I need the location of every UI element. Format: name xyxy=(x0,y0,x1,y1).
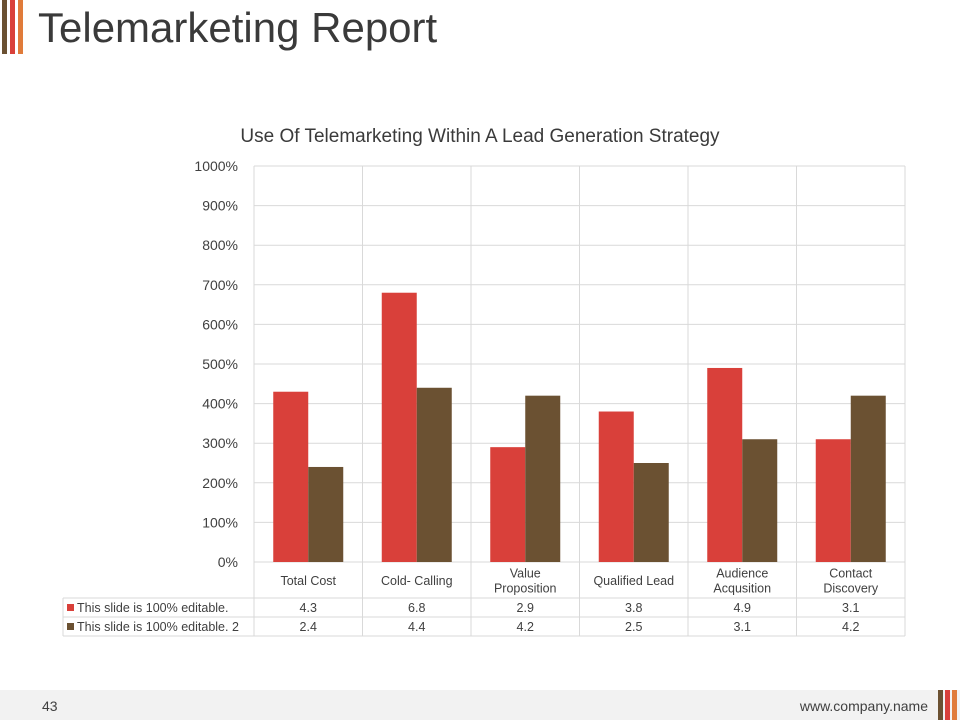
bar-2-3 xyxy=(525,395,561,562)
table-value: 4.2 xyxy=(842,620,859,634)
accent-bar-red xyxy=(10,0,15,54)
table-value: 4.4 xyxy=(408,620,425,634)
table-value: 3.1 xyxy=(734,620,751,634)
y-tick-label: 900% xyxy=(202,198,238,214)
legend-key-1 xyxy=(67,604,74,611)
title-accent-bars xyxy=(0,0,30,54)
y-tick-label: 500% xyxy=(202,356,238,372)
y-tick-label: 700% xyxy=(202,277,238,293)
bar-2-2 xyxy=(416,387,452,562)
footer-bar-red xyxy=(945,690,950,720)
y-tick-label: 100% xyxy=(202,514,238,530)
bar-1-4 xyxy=(598,411,634,562)
x-category-label: Total Cost xyxy=(280,574,336,588)
x-category-label: Contact Discovery xyxy=(823,567,879,596)
bar-1-6 xyxy=(815,439,851,562)
footer-bar xyxy=(0,690,960,720)
table-value: 2.5 xyxy=(625,620,642,634)
website-link[interactable]: www.company.name xyxy=(799,698,928,714)
table-value: 4.2 xyxy=(517,620,534,634)
bar-2-5 xyxy=(742,439,778,562)
bar-2-1 xyxy=(308,466,344,562)
footer-bar-brown xyxy=(938,690,943,720)
table-value: 2.9 xyxy=(517,601,534,615)
y-tick-label: 1000% xyxy=(194,158,238,174)
x-category-label: Qualified Lead xyxy=(593,574,674,588)
table-value: 4.9 xyxy=(734,601,751,615)
footer-accent-bars xyxy=(936,690,960,720)
bar-2-6 xyxy=(850,395,886,562)
chart-title: Use Of Telemarketing Within A Lead Gener… xyxy=(240,126,720,147)
bar-1-1 xyxy=(273,391,309,562)
accent-bar-orange xyxy=(18,0,23,54)
table-value: 2.4 xyxy=(300,620,317,634)
accent-bar-brown xyxy=(2,0,7,54)
page-number: 43 xyxy=(42,698,58,714)
table-value: 3.8 xyxy=(625,601,642,615)
y-tick-label: 400% xyxy=(202,396,238,412)
bar-2-4 xyxy=(633,463,669,562)
legend-label-2: This slide is 100% editable. 2 xyxy=(77,620,239,634)
y-tick-label: 0% xyxy=(218,554,238,570)
y-tick-label: 600% xyxy=(202,316,238,332)
footer-bar-orange xyxy=(952,690,957,720)
legend-key-2 xyxy=(67,623,74,630)
legend-label-1: This slide is 100% editable. xyxy=(77,601,228,615)
table-value: 3.1 xyxy=(842,601,859,615)
page-title: Telemarketing Report xyxy=(38,4,438,51)
table-value: 4.3 xyxy=(300,601,317,615)
x-category-label: Audience Acqusition xyxy=(713,567,771,596)
table-value: 6.8 xyxy=(408,601,425,615)
bar-1-3 xyxy=(490,447,526,562)
y-tick-label: 800% xyxy=(202,237,238,253)
x-category-label: Value Proposition xyxy=(494,567,557,596)
y-tick-label: 300% xyxy=(202,435,238,451)
bar-1-2 xyxy=(381,292,417,562)
y-tick-label: 200% xyxy=(202,475,238,491)
bar-1-5 xyxy=(707,367,743,562)
x-category-label: Cold- Calling xyxy=(381,574,453,588)
